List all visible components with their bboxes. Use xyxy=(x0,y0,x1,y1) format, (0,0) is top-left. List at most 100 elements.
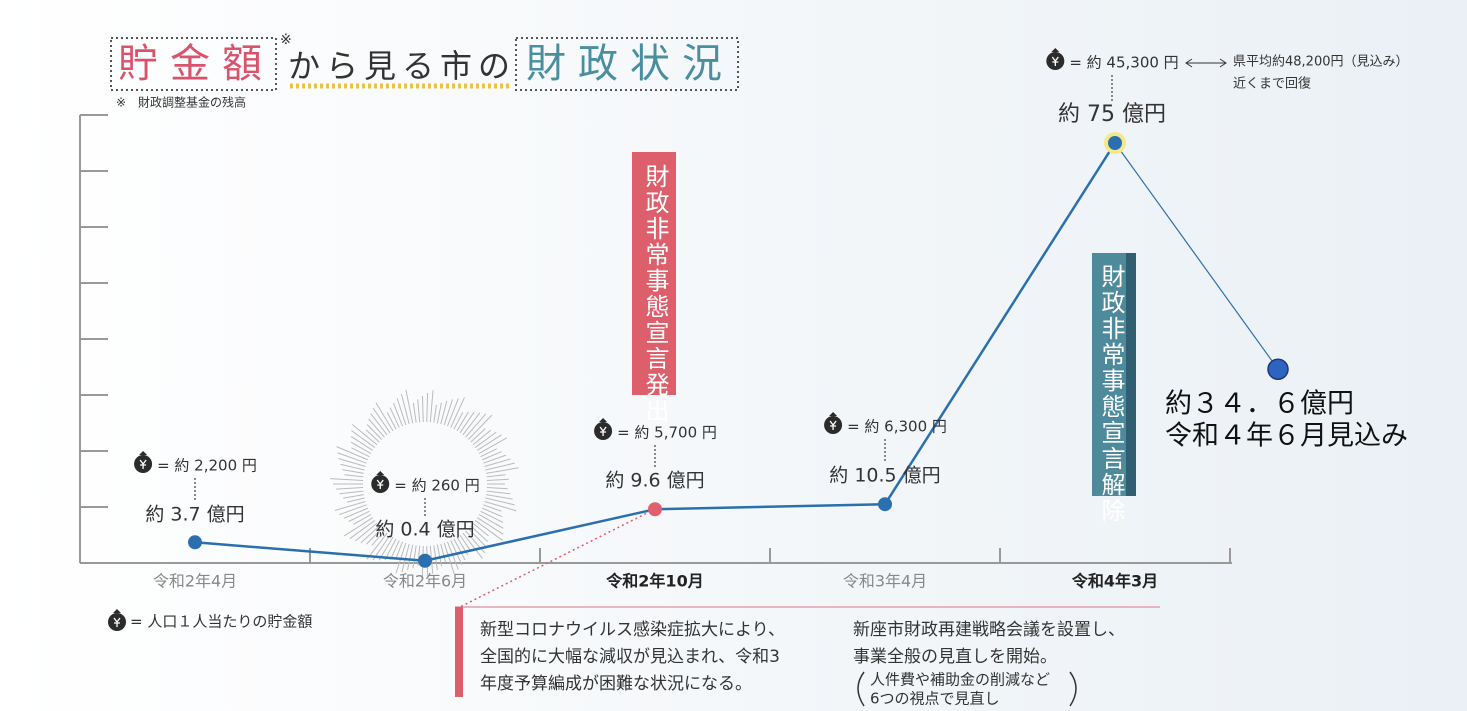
burst-ray xyxy=(486,487,508,490)
burst-ray xyxy=(344,474,364,478)
arrow-head xyxy=(1185,58,1227,68)
burst-ray xyxy=(351,447,370,458)
burst-ray xyxy=(462,532,483,559)
coin-mark xyxy=(1051,56,1059,66)
title-box xyxy=(110,37,277,91)
value-label: 約 75 億円 xyxy=(1058,102,1166,127)
burst-ray xyxy=(351,430,376,448)
burst-ray xyxy=(453,412,464,430)
point xyxy=(188,535,202,550)
coin-mark xyxy=(376,479,384,489)
leader-dot xyxy=(1111,91,1113,93)
burst-ray xyxy=(350,436,374,451)
burst-ray xyxy=(480,510,504,523)
value-label: 約 10.5 億円 xyxy=(829,465,940,487)
burst-ray xyxy=(447,398,459,427)
burst-ray xyxy=(483,454,507,464)
x-tick-label: 令和2年10月 xyxy=(605,572,703,591)
chart-title: から見る市の xyxy=(288,47,516,85)
burst-ray xyxy=(450,397,465,428)
burst-ray xyxy=(484,500,517,512)
note-text: 新型コロナウイルス感染症拡大により、 xyxy=(480,620,785,640)
burst-ray xyxy=(368,418,385,438)
burst-ray xyxy=(417,399,421,423)
burst-ray xyxy=(433,404,437,423)
burst-ray xyxy=(459,411,475,434)
per-capita-label: = 約 45,300 円 xyxy=(1069,54,1178,72)
burst-ray xyxy=(481,451,502,461)
burst-ray xyxy=(390,540,400,560)
line-segment xyxy=(1114,142,1279,370)
burst-ray xyxy=(472,522,489,537)
leader-dot xyxy=(1111,79,1113,81)
burst-ray xyxy=(392,402,403,427)
burst-ray xyxy=(353,514,372,525)
burst-ray xyxy=(462,412,481,436)
x-tick-label: 令和4年3月 xyxy=(1071,572,1158,591)
value-label: 約 3.7 億円 xyxy=(145,504,244,526)
coin-mark xyxy=(829,420,837,430)
burst-ray xyxy=(360,525,380,544)
leader-dot xyxy=(424,506,426,508)
leader-dot xyxy=(654,465,656,467)
leader-dot xyxy=(1111,99,1113,101)
per-capita-label: = 約 5,700 円 xyxy=(617,424,717,442)
coin-top xyxy=(1051,48,1060,52)
coin-mark xyxy=(599,426,607,436)
title-box xyxy=(515,37,739,91)
burst-ray xyxy=(484,458,511,468)
forecast-note: 令和４年６月見込み xyxy=(1165,421,1408,452)
banner-edge xyxy=(1126,253,1136,496)
leader-dot xyxy=(194,498,196,500)
legend-text: = 人口１人当たりの貯金額 xyxy=(130,613,312,631)
burst-ray xyxy=(459,534,471,551)
burst-ray xyxy=(443,399,453,426)
note-text: 新座市財政再建戦略会議を設置し、 xyxy=(853,620,1125,640)
burst-ray xyxy=(440,543,447,563)
burst-ray xyxy=(483,504,502,512)
leader-dot xyxy=(884,439,886,441)
leader-dot xyxy=(884,459,886,461)
leader-dot xyxy=(654,445,656,447)
burst-ray xyxy=(395,541,403,559)
burst-ray xyxy=(366,424,383,440)
line-segment xyxy=(883,142,1117,505)
paren xyxy=(1069,671,1077,707)
burst-ray xyxy=(467,528,487,548)
burst-ray xyxy=(340,463,365,471)
leader-dot xyxy=(424,498,426,500)
burst-ray xyxy=(453,538,466,561)
leader-dot xyxy=(194,478,196,480)
title-note-mark: ※ xyxy=(280,32,292,48)
burst-ray xyxy=(481,507,503,518)
comparison: 県平均約48,200円（見込み） xyxy=(1233,55,1409,70)
burst-ray xyxy=(443,542,455,575)
burst-ray xyxy=(339,504,367,516)
forecast-value: 約３４．６億円 xyxy=(1165,389,1354,420)
leader-dot xyxy=(194,494,196,496)
burst-ray xyxy=(465,413,487,438)
note-text: 年度予算編成が困難な状況になる。 xyxy=(480,674,752,694)
burst-ray xyxy=(400,393,410,425)
leader-dot xyxy=(654,449,656,451)
burst-ray xyxy=(337,452,367,464)
burst-ray xyxy=(429,390,434,423)
chart-title: 貯金額 xyxy=(118,41,274,87)
burst-ray xyxy=(436,544,443,567)
leader-dot xyxy=(424,502,426,504)
coin-top xyxy=(113,609,121,613)
connector xyxy=(459,508,656,608)
burst-ray xyxy=(472,429,492,446)
burst-ray xyxy=(412,545,417,569)
burst-ray xyxy=(485,497,515,506)
value-label: 約 9.6 億円 xyxy=(605,470,704,492)
leader-dot xyxy=(1111,83,1113,85)
burst-ray xyxy=(421,396,424,423)
burst-ray xyxy=(389,407,400,428)
banner xyxy=(632,152,676,395)
banner-text: 財政非常事態宣言解除 xyxy=(1097,264,1125,524)
coin-mark xyxy=(139,459,147,469)
burst-ray xyxy=(370,413,388,436)
